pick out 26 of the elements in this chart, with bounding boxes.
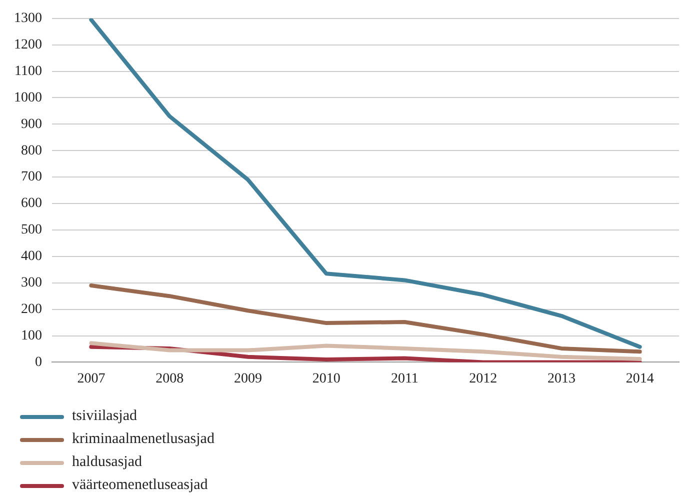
- y-tick-label: 900: [21, 116, 42, 132]
- y-tick-label: 1100: [14, 64, 42, 79]
- legend-label: väärteomenetluseasjad: [72, 477, 208, 494]
- y-tick-label: 500: [21, 222, 42, 238]
- x-tick-label: 2009: [234, 371, 262, 386]
- x-tick-label: 2007: [77, 371, 106, 386]
- x-tick-label: 2008: [156, 371, 184, 386]
- x-tick-label: 2014: [626, 371, 654, 386]
- x-tick-label: 2011: [390, 371, 418, 386]
- y-tick-label: 100: [21, 328, 42, 344]
- y-tick-label: 1200: [14, 38, 42, 53]
- y-tick-label: 600: [21, 196, 42, 212]
- legend-label: tsiviilasjad: [72, 408, 137, 425]
- y-tick-label: 400: [21, 249, 42, 264]
- x-tick-label: 2013: [547, 371, 576, 386]
- y-tick-label: 700: [21, 170, 42, 185]
- x-tick-label: 2010: [312, 371, 340, 386]
- legend-label: kriminaalmenetlusasjad: [72, 431, 214, 448]
- legend-label: haldusasjad: [72, 454, 142, 471]
- y-tick-label: 1300: [14, 11, 42, 26]
- y-tick-label: 800: [21, 143, 42, 158]
- y-tick-label: 0: [35, 354, 42, 370]
- y-tick-label: 300: [21, 276, 42, 291]
- y-tick-label: 1000: [14, 90, 42, 106]
- x-tick-label: 2012: [469, 371, 498, 386]
- y-tick-label: 200: [21, 302, 42, 317]
